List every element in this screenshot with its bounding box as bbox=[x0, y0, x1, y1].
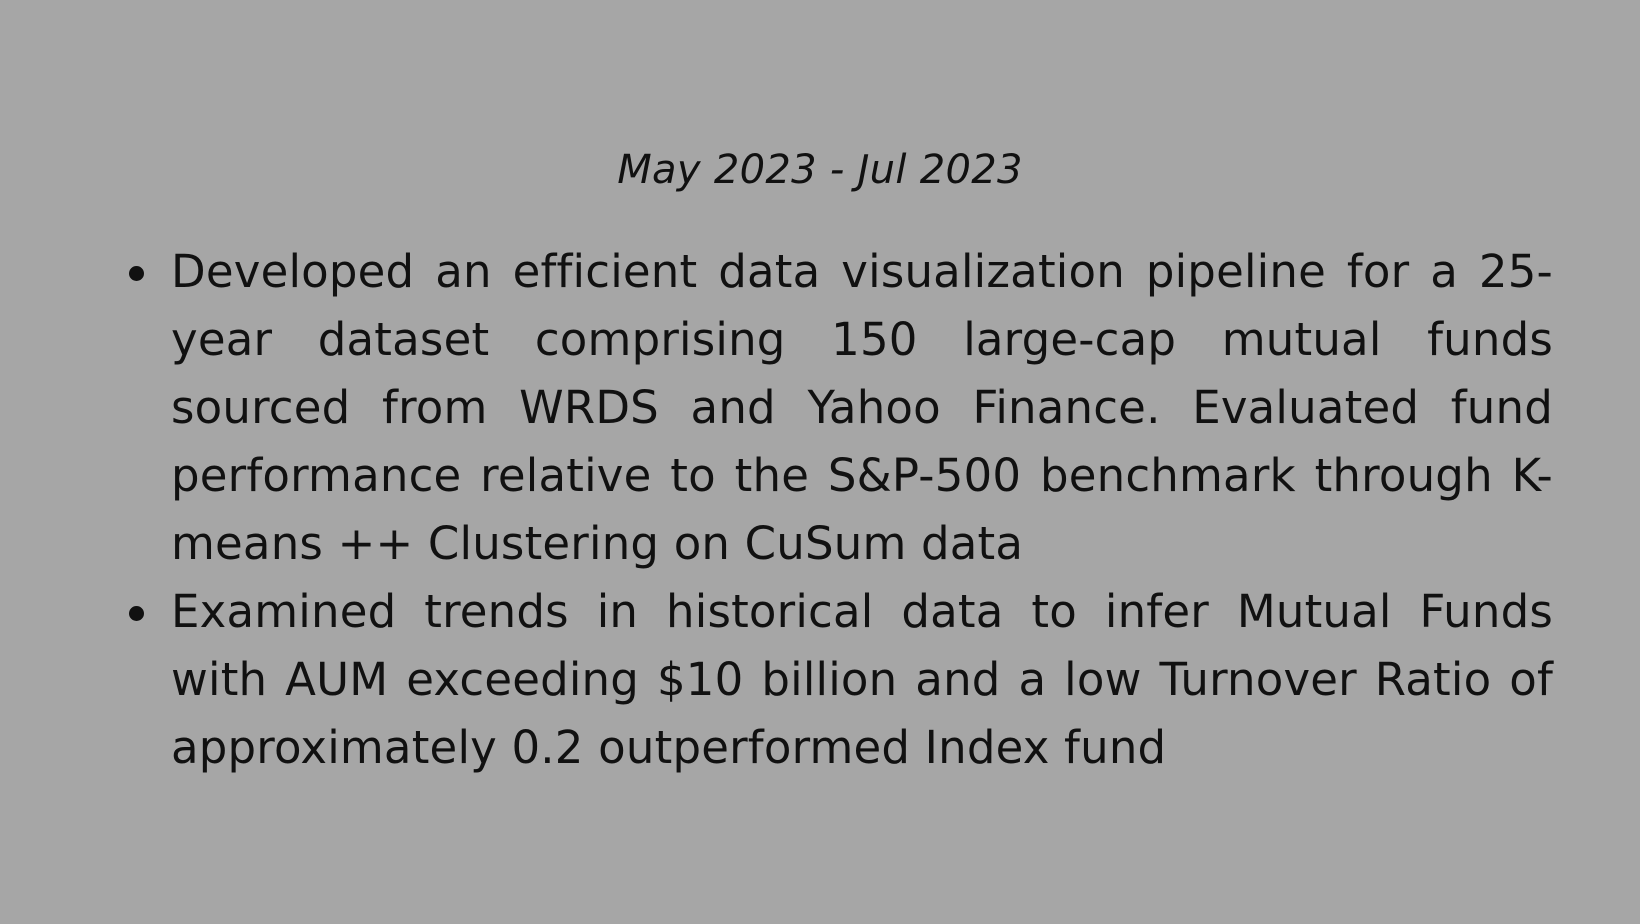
bullet-list: Developed an efficient data visualizatio… bbox=[123, 238, 1553, 782]
date-range: May 2023 - Jul 2023 bbox=[617, 147, 1023, 193]
list-item: Examined trends in historical data to in… bbox=[123, 578, 1553, 782]
bullet-icon bbox=[129, 606, 144, 621]
bullet-text: Developed an efficient data visualizatio… bbox=[171, 245, 1553, 570]
bullet-icon bbox=[129, 266, 144, 281]
list-item: Developed an efficient data visualizatio… bbox=[123, 238, 1553, 578]
bullet-text: Examined trends in historical data to in… bbox=[171, 585, 1553, 774]
